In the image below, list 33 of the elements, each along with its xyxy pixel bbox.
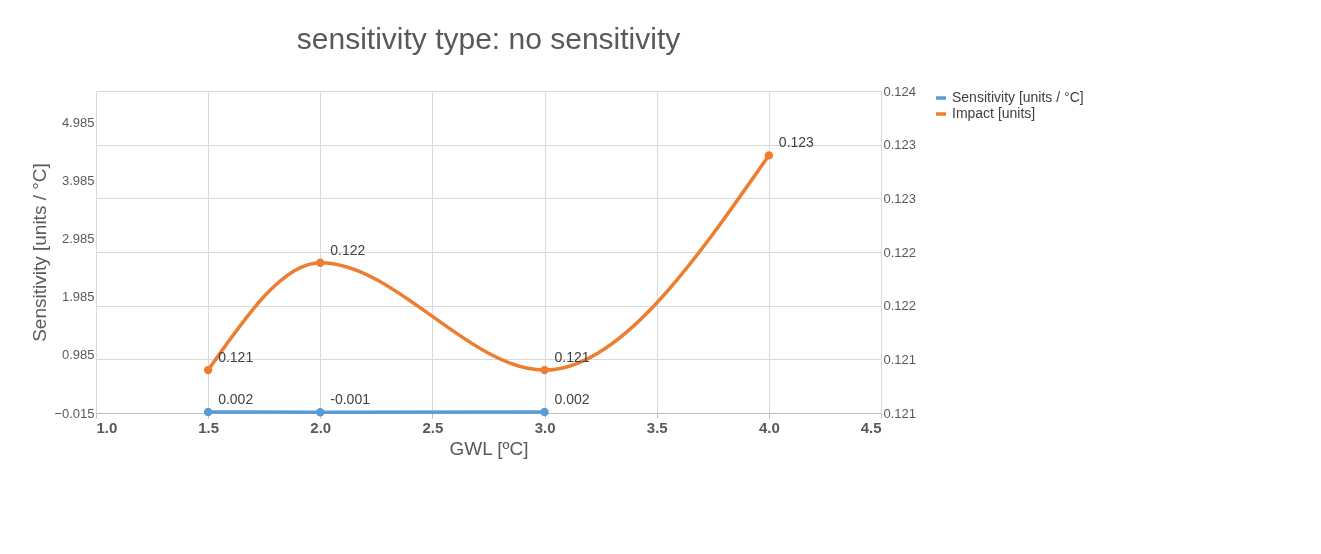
- data-label: 0.002: [218, 391, 254, 408]
- y2-tick-label: 0.122: [883, 298, 917, 314]
- y-tick-label: 1.985: [61, 289, 95, 305]
- y-axis-title: Sensitivity [units / °C]: [29, 163, 51, 342]
- x-tick-label: 2.5: [422, 418, 444, 436]
- data-label: -0.001: [330, 391, 371, 408]
- data-label: 0.121: [218, 349, 254, 366]
- x-tick-label: 4.0: [758, 418, 780, 436]
- y2-tick-label: 0.121: [883, 405, 917, 421]
- x-tick-label: 4.5: [860, 418, 882, 436]
- x-tick-label: 2.0: [310, 418, 332, 436]
- y2-tick-label: 0.121: [883, 351, 917, 367]
- x-axis-title: GWL [ºC]: [449, 437, 529, 459]
- y-tick-label: 4.985: [61, 115, 95, 131]
- y-tick-label: −0.015: [54, 405, 95, 421]
- y-tick-label: 0.985: [61, 347, 95, 363]
- y-tick-label: 3.985: [61, 173, 95, 189]
- chart-title: sensitivity type: no sensitivity: [296, 22, 681, 55]
- x-tick-label: 3.5: [646, 418, 668, 436]
- y2-tick-label: 0.123: [883, 190, 917, 206]
- data-label: 0.121: [554, 349, 590, 366]
- data-label: 0.002: [554, 391, 590, 408]
- y2-tick-label: 0.123: [883, 137, 917, 153]
- x-tick-label: 3.0: [534, 418, 556, 436]
- data-label: 0.122: [330, 241, 366, 258]
- data-label: 0.123: [778, 134, 815, 151]
- legend-label: Impact [units]: [952, 105, 1036, 121]
- y2-tick-label: 0.124: [883, 83, 917, 99]
- x-tick-label: 1.5: [198, 418, 220, 436]
- legend-label: Sensitivity [units / °C]: [952, 89, 1084, 105]
- y2-tick-label: 0.122: [883, 244, 917, 260]
- y-tick-label: 2.985: [61, 231, 95, 247]
- x-tick-label: 1.0: [96, 418, 118, 436]
